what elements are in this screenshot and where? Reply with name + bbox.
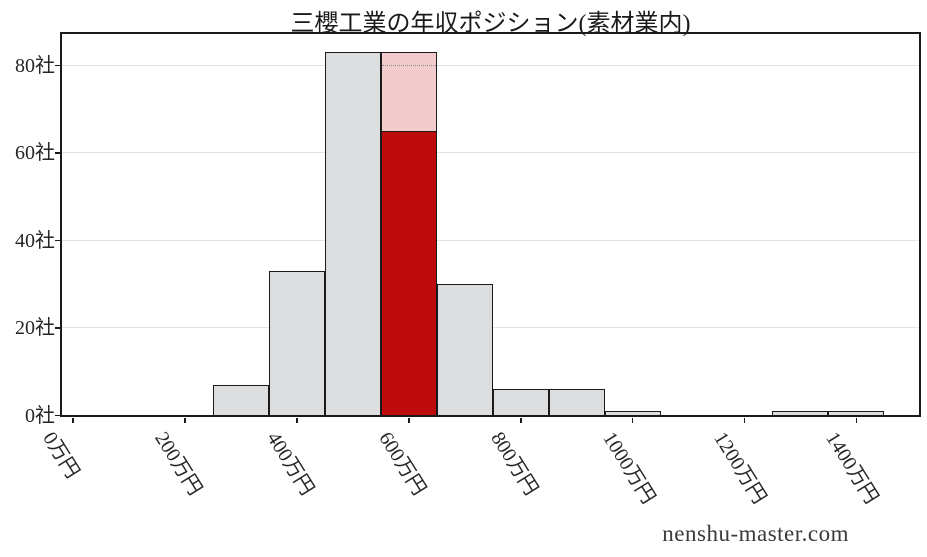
chart-title: 三櫻工業の年収ポジション(素材業内) <box>290 11 691 37</box>
y-axis-tick <box>55 64 60 67</box>
x-tick-label: 200万円 <box>150 427 207 499</box>
x-axis-tick <box>72 417 74 423</box>
dotted-gridline-through-highlight <box>381 64 436 66</box>
grid-line <box>62 239 919 241</box>
y-axis-tick <box>55 327 60 329</box>
y-axis-tick <box>55 239 60 242</box>
x-axis-tick <box>743 417 746 423</box>
histogram-bar <box>213 384 269 416</box>
x-axis-tick <box>408 417 410 423</box>
y-tick-label: 60社 <box>15 142 55 164</box>
y-tick-label: 80社 <box>15 54 55 77</box>
grid-line <box>62 152 919 154</box>
y-tick-label: 40社 <box>15 229 55 252</box>
y-tick-label: 0社 <box>25 404 55 427</box>
histogram-bar <box>324 52 381 416</box>
x-axis-tick <box>519 417 522 423</box>
grid-line <box>62 64 919 66</box>
x-axis-tick <box>631 417 634 423</box>
x-tick-label: 1200万円 <box>709 427 771 508</box>
x-tick-label: 0万円 <box>38 427 84 482</box>
y-tick-label: 20社 <box>15 317 55 339</box>
histogram-bar <box>828 411 885 416</box>
x-axis-tick <box>855 417 858 423</box>
x-tick-label: 1000万円 <box>597 427 659 508</box>
x-axis-tick <box>184 417 186 423</box>
watermark: nenshu-master.com <box>662 521 849 546</box>
histogram-bar <box>548 389 605 416</box>
x-axis-tick <box>296 417 298 423</box>
x-tick-label: 1400万円 <box>821 427 883 508</box>
y-axis-tick <box>55 152 60 154</box>
histogram-bar <box>772 411 829 416</box>
x-tick-label: 400万円 <box>262 427 318 499</box>
histogram-bar <box>436 284 493 416</box>
x-tick-label: 800万円 <box>485 427 542 499</box>
x-tick-label: 600万円 <box>374 427 430 499</box>
y-axis-tick <box>55 414 60 417</box>
highlight-bar-red <box>380 131 437 416</box>
histogram-bar <box>492 389 549 416</box>
histogram-bar <box>268 271 325 416</box>
histogram-bar <box>604 411 661 416</box>
